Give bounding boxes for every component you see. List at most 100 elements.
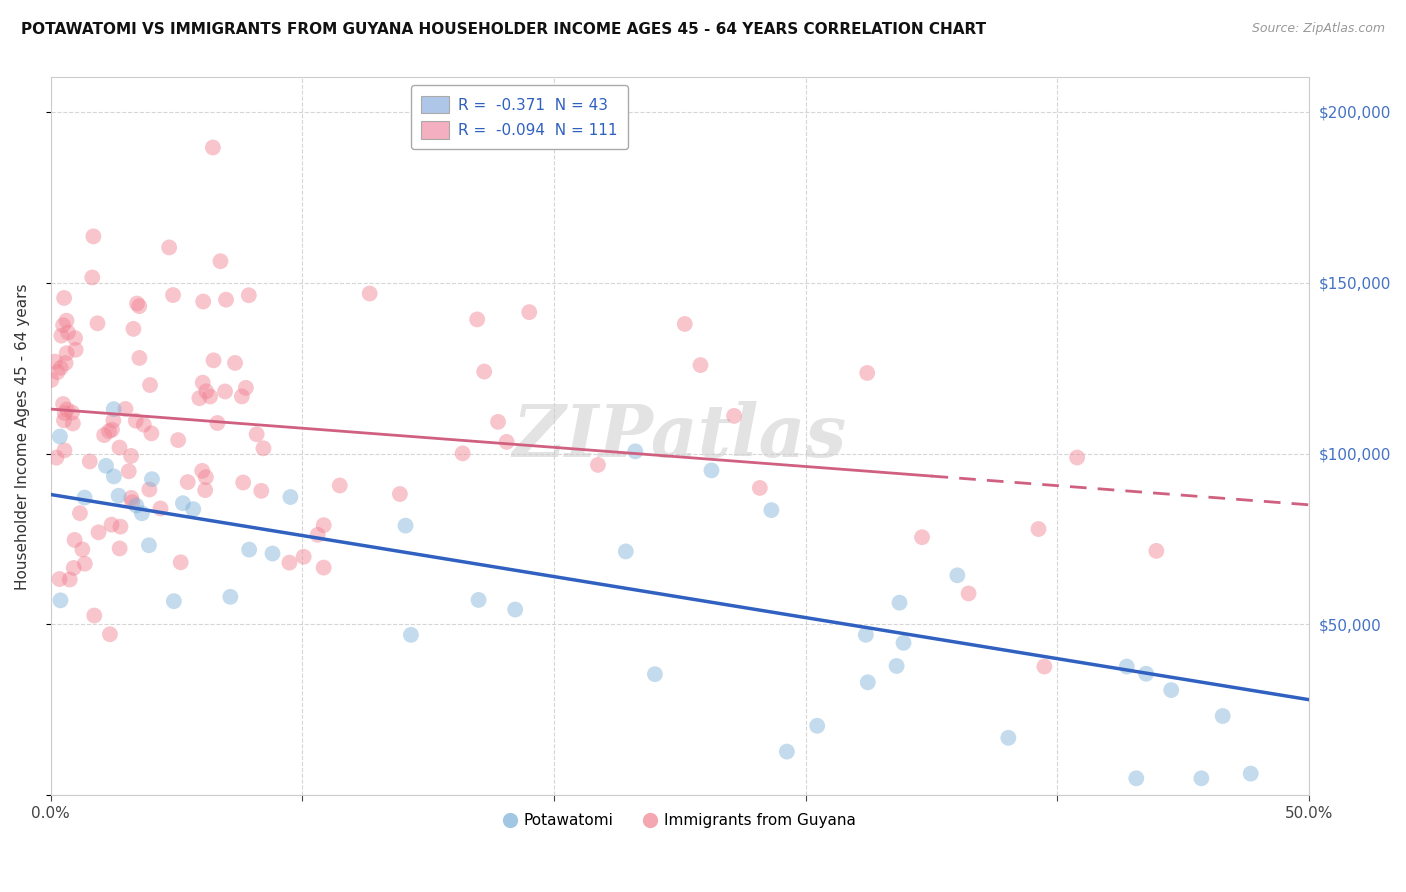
Point [53, 291, 76, 305]
Point [177, 475, 200, 489]
Point [238, 288, 260, 302]
Point [56, 402, 79, 417]
Point [138, 538, 160, 552]
Point [82, 229, 104, 244]
Point [673, 317, 696, 331]
Point [723, 409, 745, 423]
Point [157, 240, 180, 254]
Point [138, 483, 160, 497]
Point [624, 444, 647, 458]
Point [103, 413, 125, 427]
Point [503, 602, 526, 616]
Point [472, 365, 495, 379]
Point [194, 470, 217, 484]
Point [55, 313, 77, 327]
Point [215, 293, 238, 307]
Point [63, 533, 86, 547]
Point [103, 402, 125, 417]
Point [232, 475, 254, 490]
Point [201, 140, 224, 154]
Point [132, 417, 155, 432]
Point [1144, 544, 1167, 558]
Point [49, 429, 72, 443]
Point [60, 405, 83, 419]
Point [128, 299, 150, 313]
Point [83, 608, 105, 623]
Point [131, 506, 153, 520]
Point [614, 544, 637, 558]
Point [209, 254, 232, 268]
Point [997, 731, 1019, 745]
Point [465, 312, 488, 326]
Point [889, 596, 911, 610]
Point [644, 667, 666, 681]
Point [69, 506, 91, 520]
Point [224, 356, 246, 370]
Point [586, 458, 609, 472]
Point [399, 628, 422, 642]
Point [72, 542, 94, 557]
Point [55, 356, 77, 370]
Point [388, 487, 411, 501]
Point [467, 593, 489, 607]
Point [172, 496, 194, 510]
Point [141, 472, 163, 486]
Point [87, 525, 110, 540]
Point [49, 360, 72, 375]
Point [128, 351, 150, 365]
Point [141, 426, 163, 441]
Point [79, 454, 101, 468]
Point [193, 294, 215, 309]
Point [856, 675, 879, 690]
Point [451, 446, 474, 460]
Point [1240, 766, 1263, 780]
Point [52, 397, 75, 411]
Point [856, 366, 879, 380]
Point [48, 572, 70, 586]
Point [219, 590, 242, 604]
Point [202, 353, 225, 368]
Point [62, 417, 84, 431]
Point [181, 502, 204, 516]
Legend: Potawatomi, Immigrants from Guyana: Potawatomi, Immigrants from Guyana [498, 807, 862, 834]
Y-axis label: Householder Income Ages 45 - 64 years: Householder Income Ages 45 - 64 years [15, 283, 30, 590]
Point [86, 316, 108, 330]
Point [51, 328, 73, 343]
Point [73, 557, 96, 571]
Point [188, 391, 211, 405]
Point [911, 530, 934, 544]
Point [292, 549, 315, 564]
Point [149, 501, 172, 516]
Point [39, 373, 62, 387]
Point [191, 376, 214, 390]
Point [280, 490, 302, 504]
Point [125, 414, 148, 428]
Point [1160, 683, 1182, 698]
Point [108, 441, 131, 455]
Point [163, 594, 186, 608]
Point [73, 491, 96, 505]
Point [195, 384, 218, 399]
Point [312, 560, 335, 574]
Text: POTAWATOMI VS IMMIGRANTS FROM GUYANA HOUSEHOLDER INCOME AGES 45 - 64 YEARS CORRE: POTAWATOMI VS IMMIGRANTS FROM GUYANA HOU… [21, 22, 986, 37]
Point [486, 415, 509, 429]
Point [1189, 772, 1212, 786]
Point [55, 346, 77, 360]
Point [207, 416, 229, 430]
Point [231, 389, 253, 403]
Point [59, 573, 82, 587]
Point [53, 443, 76, 458]
Point [121, 495, 143, 509]
Point [1033, 659, 1056, 673]
Point [1212, 709, 1234, 723]
Point [329, 478, 352, 492]
Point [246, 427, 269, 442]
Point [114, 401, 136, 416]
Point [100, 517, 122, 532]
Point [761, 503, 783, 517]
Point [1066, 450, 1088, 465]
Point [238, 542, 260, 557]
Point [278, 556, 301, 570]
Point [1115, 659, 1137, 673]
Point [93, 428, 115, 442]
